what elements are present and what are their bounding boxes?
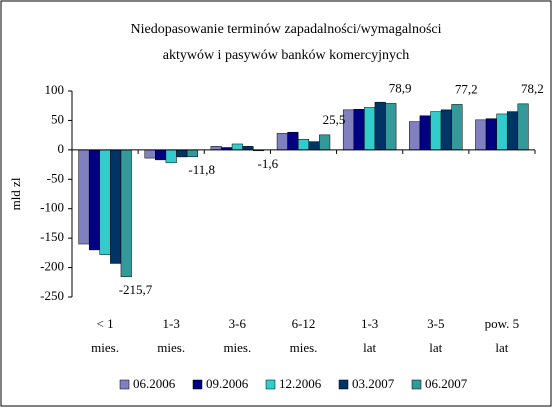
bar (517, 103, 529, 151)
bar (364, 107, 376, 151)
bar (385, 103, 397, 151)
legend-swatch (411, 379, 422, 390)
bar (419, 115, 431, 151)
x-tick-label: 1-3 mies. (157, 316, 185, 355)
bar (496, 113, 508, 151)
bar (78, 149, 90, 245)
x-tick-label: pow. 5 lat (485, 316, 520, 355)
legend-swatch (338, 379, 349, 390)
data-label: 77,2 (455, 81, 478, 96)
bar (242, 146, 254, 151)
x-tick-label: 1-3 lat (361, 316, 378, 355)
bar (319, 134, 331, 151)
bar (287, 131, 299, 151)
bar (88, 149, 101, 251)
bar (176, 149, 188, 158)
bar (485, 118, 497, 151)
legend-swatch (265, 379, 276, 390)
y-tick-label: 0 (58, 141, 65, 156)
legend-label: 03.2007 (352, 376, 395, 391)
data-label: 78,2 (521, 81, 544, 96)
x-tick-label: 3-5 lat (427, 316, 444, 355)
bar (165, 149, 177, 164)
y-tick-label: -50 (47, 170, 64, 185)
y-tick-label: -200 (40, 259, 64, 274)
bar (475, 119, 487, 151)
bar (353, 108, 365, 151)
x-tick-label: 3-6 mies. (223, 316, 251, 355)
x-tick-label: 6-12 mies. (290, 316, 318, 355)
bar (276, 133, 288, 151)
y-tick-label: -150 (40, 229, 64, 244)
y-tick-label: 100 (45, 82, 65, 97)
bar (99, 149, 111, 255)
data-label: -215,7 (119, 282, 153, 297)
bar (110, 149, 122, 264)
legend-swatch (192, 379, 203, 390)
bar (440, 109, 452, 151)
legend-label: 06.2006 (133, 376, 176, 391)
bar (144, 149, 156, 159)
bar (409, 121, 421, 151)
y-tick-label: -100 (40, 200, 64, 215)
legend-swatch (119, 379, 130, 390)
bar (297, 139, 310, 151)
bar (231, 143, 243, 151)
bar (374, 101, 386, 151)
data-label: 25,5 (323, 112, 346, 127)
y-tick-label: -250 (40, 288, 64, 303)
y-tick-label: 50 (51, 111, 64, 126)
legend-label: 12.2006 (279, 376, 322, 391)
bar (210, 146, 222, 151)
data-label: 78,9 (389, 80, 412, 95)
y-axis-label: mld zl (8, 177, 23, 210)
data-label: -1,6 (258, 156, 279, 171)
bar (155, 149, 167, 161)
legend-label: 06.2007 (425, 376, 468, 391)
bar (506, 111, 519, 151)
bar (451, 104, 463, 151)
chart-title: Niedopasowanie terminów zapadalności/wym… (130, 22, 441, 63)
x-tick-label: < 1 mies. (91, 316, 119, 355)
legend-label: 09.2006 (206, 376, 249, 391)
bar (308, 141, 320, 151)
bar (430, 111, 442, 151)
bar (186, 149, 198, 158)
data-label: -11,8 (188, 162, 215, 177)
bar (120, 149, 132, 278)
